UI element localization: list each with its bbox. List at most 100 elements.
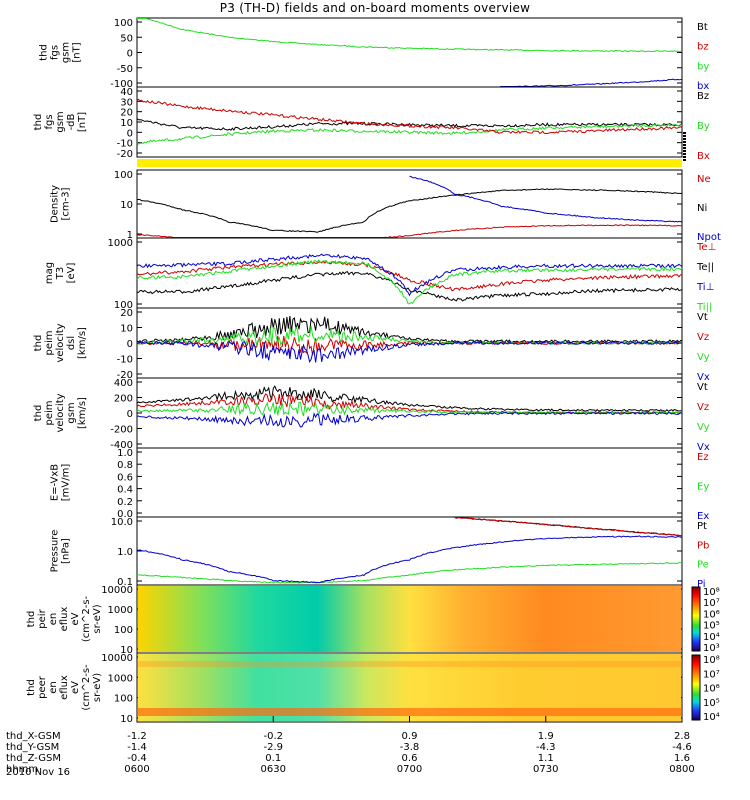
series-line-Pe	[137, 562, 683, 584]
panel-frame-4	[136, 307, 683, 379]
ytick-label: 20	[120, 308, 133, 319]
ytick-label: 400	[114, 378, 133, 389]
ylabel-line: thd	[33, 335, 44, 352]
legend-entry: by	[697, 61, 709, 72]
heatmap-image	[138, 586, 681, 652]
series-line-Vt	[136, 316, 683, 344]
ylabel-line: [eV]	[66, 263, 77, 284]
ylabel-line: [mV/m]	[61, 464, 72, 502]
footer-value: -0.4	[127, 753, 147, 764]
ytick-label: 100	[114, 694, 133, 705]
legend-entry: Pe	[697, 560, 709, 571]
ytick-label: 0	[127, 409, 133, 420]
ylabel-line: [nT]	[72, 42, 83, 62]
ytick-label: -100	[110, 79, 133, 90]
ytick-label: 0.8	[117, 460, 133, 471]
series-line-Vx	[136, 340, 683, 363]
legend-entry: Bz	[697, 91, 709, 102]
ytick-label: 100	[114, 300, 133, 311]
ylabel-line: [nT]	[77, 112, 88, 132]
ytick-label: 0.2	[117, 497, 133, 508]
footer-row-label: thd_X-GSM	[6, 731, 61, 742]
legend-entry: Vy	[697, 352, 710, 363]
ylabel-line: thd	[26, 611, 37, 628]
ytick-label: 0	[127, 128, 133, 139]
ytick-label: 0.0	[117, 509, 133, 520]
ytick-label: 30	[120, 97, 133, 108]
colorbar-label: 10⁴	[703, 712, 720, 723]
ytick-label: -10	[117, 355, 133, 366]
ytick-label: 1	[127, 230, 133, 241]
ylabel-line: velocity	[55, 323, 66, 362]
ylabel-line: sr-eV)	[92, 673, 103, 702]
ytick-label: -20	[117, 370, 133, 381]
colorbar	[691, 654, 701, 721]
ytick-label: 1.0	[117, 448, 133, 459]
ylabel-line: T3	[55, 267, 66, 280]
series-line-Ti	[136, 259, 683, 305]
footer-value: -3.8	[400, 742, 420, 753]
footer-value: 2.8	[674, 731, 690, 742]
ylabel-line: dsl	[66, 336, 77, 350]
footer-value: 0630	[261, 764, 286, 775]
ylabel-line: en	[48, 681, 59, 694]
legend-entry: bz	[697, 42, 709, 53]
series-line-Npot	[409, 175, 683, 223]
ylabel-line: E=-VxB	[50, 464, 61, 501]
legend-entry: Ne	[697, 174, 711, 185]
colorbar-label: 10⁸	[703, 587, 720, 598]
series-line-bx	[500, 78, 683, 88]
footer-value: -1.2	[127, 731, 147, 742]
series-line-Te	[136, 260, 683, 292]
series-line-Bx	[136, 98, 683, 134]
footer-value: 0.9	[402, 731, 418, 742]
ytick-label: 10	[120, 324, 133, 335]
ytick-label: 10	[120, 200, 133, 211]
footer-value: 0700	[397, 764, 422, 775]
ylabel-line: thd	[26, 679, 37, 696]
ytick-label: 10	[120, 118, 133, 129]
legend-entry: Pb	[697, 540, 709, 551]
axis-hatch	[683, 159, 686, 161]
ylabel-line: thd	[39, 44, 50, 61]
series-line-Pi	[136, 535, 683, 584]
ytick-label: 20	[120, 108, 133, 119]
colorbar-label: 10⁶	[703, 609, 720, 620]
ytick-label: 1.0	[117, 547, 133, 558]
ylabel-line: peer	[37, 675, 48, 699]
ytick-label: 0.6	[117, 472, 133, 483]
axis-hatch	[683, 138, 686, 140]
ytick-label: -400	[110, 440, 133, 451]
legend-entry: Ex	[697, 511, 709, 522]
footer-value: -1.4	[127, 742, 147, 753]
legend-entry: Te⊥	[696, 242, 716, 253]
ylabel-line: Density	[50, 185, 61, 223]
series-line-Bz	[136, 118, 683, 132]
legend-entry: Bx	[697, 151, 710, 162]
legend-entry: Te||	[696, 262, 714, 273]
colorbar-label: 10⁶	[703, 684, 720, 695]
colorbar-label: 10³	[703, 643, 720, 654]
ytick-label: 1000	[108, 605, 133, 616]
footer-value: 1.9	[538, 731, 554, 742]
flag-bar	[137, 159, 682, 167]
ylabel-line: fgs	[44, 114, 55, 129]
heatmap-band	[138, 708, 681, 716]
legend-entry: Vx	[697, 442, 710, 453]
legend-entry: bx	[697, 81, 709, 92]
legend-entry: Bt	[697, 22, 708, 33]
panel-frame-1	[136, 86, 683, 158]
ylabel-line: eflux	[59, 607, 70, 632]
ytick-label: 50	[120, 33, 133, 44]
ytick-label: 0.1	[117, 577, 133, 588]
ytick-label: 10	[120, 714, 133, 725]
ytick-label: 10000	[101, 585, 133, 596]
ylabel-line: [km/s]	[77, 397, 88, 429]
series-line-by	[137, 18, 683, 53]
series-line-By	[136, 122, 682, 145]
ylabel-line: Pressure	[50, 530, 61, 573]
axis-hatch	[683, 135, 686, 137]
ylabel-line: eflux	[59, 675, 70, 700]
colorbar	[691, 586, 701, 652]
ytick-label: 10.0	[111, 517, 133, 528]
